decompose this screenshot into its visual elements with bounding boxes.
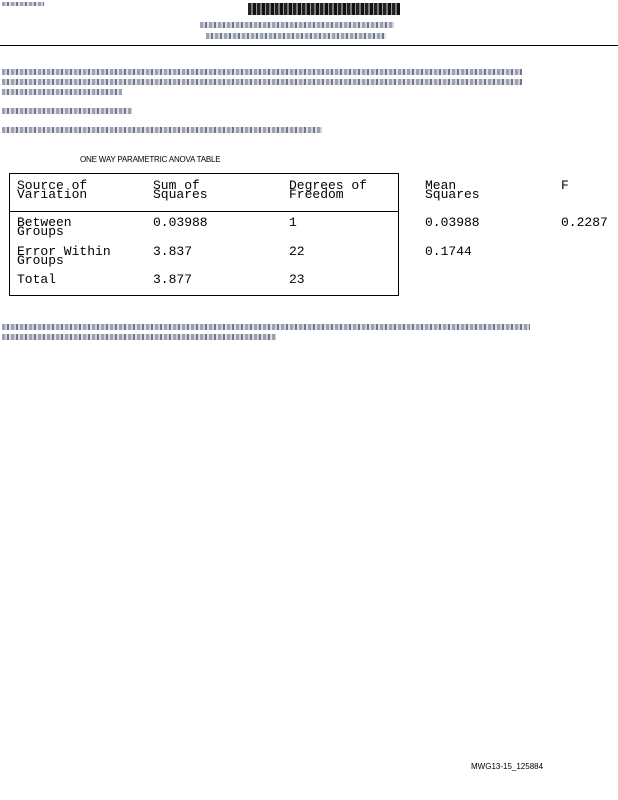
document-title-garbled <box>248 3 400 15</box>
header-sum-of-squares: Sum of Squares <box>153 178 208 202</box>
header-divider <box>0 45 618 46</box>
anova-table-header-divider <box>9 211 399 212</box>
paragraph-garbled-line <box>2 324 530 330</box>
subtitle-garbled-line-1 <box>200 22 394 28</box>
header-f: F <box>561 178 569 193</box>
row-df: 22 <box>289 244 305 259</box>
row-df: 23 <box>289 272 305 287</box>
header-degrees-of-freedom: Degrees of Freedom <box>289 178 368 202</box>
paragraph-garbled-line <box>2 108 132 114</box>
row-source: Error Within Groups <box>17 244 111 268</box>
paragraph-garbled-line <box>2 127 322 133</box>
paragraph-garbled-line <box>2 334 276 340</box>
paragraph-garbled-line <box>2 79 522 85</box>
row-sum-of-squares: 3.877 <box>153 272 193 287</box>
paragraph-garbled-line <box>2 89 122 95</box>
header-small-garbled-text <box>2 2 44 6</box>
row-mean-squares: 0.03988 <box>425 215 480 230</box>
header-source-of-variation: Source of Variation <box>17 178 88 202</box>
row-source: Between Groups <box>17 215 72 239</box>
table-title: ONE WAY PARAMETRIC ANOVA TABLE <box>80 155 221 164</box>
anova-table-border <box>9 173 399 296</box>
paragraph-garbled-line <box>2 69 522 75</box>
row-sum-of-squares: 3.837 <box>153 244 193 259</box>
subtitle-garbled-line-2 <box>206 33 386 39</box>
row-f: 0.2287 <box>561 215 608 230</box>
row-source: Total <box>17 272 57 287</box>
row-df: 1 <box>289 215 297 230</box>
row-sum-of-squares: 0.03988 <box>153 215 208 230</box>
footer-code: MWG13-15_125884 <box>471 762 544 771</box>
header-mean-squares: Mean Squares <box>425 178 480 202</box>
row-mean-squares: 0.1744 <box>425 244 472 259</box>
